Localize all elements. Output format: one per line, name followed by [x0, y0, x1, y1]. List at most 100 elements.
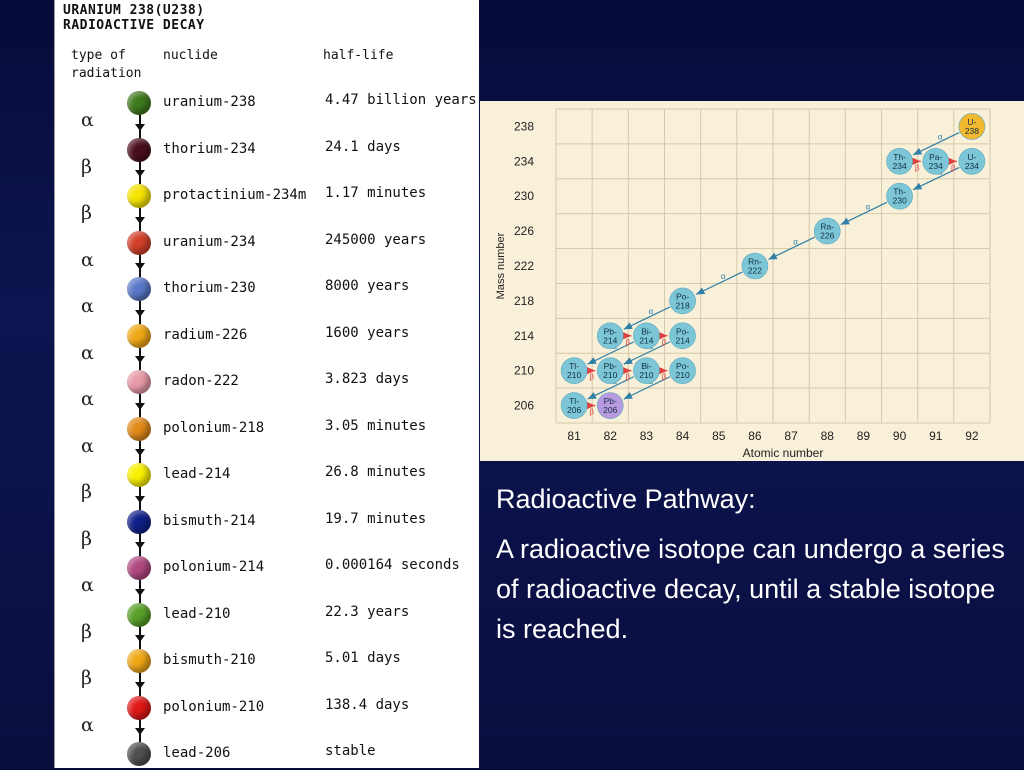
x-tick-label: 88	[821, 429, 835, 443]
y-tick-label: 218	[514, 294, 534, 308]
x-tick-label: 89	[857, 429, 871, 443]
nuclide-name: uranium-234	[163, 233, 256, 250]
alpha-label: α	[721, 272, 726, 281]
table-row: thorium-230 8000 years	[55, 275, 480, 305]
y-tick-label: 206	[514, 399, 534, 413]
table-row: polonium-210 138.4 days	[55, 694, 480, 724]
x-tick-label: 91	[929, 429, 943, 443]
nuclide-point-mass: 206	[603, 405, 617, 415]
half-life-value: 4.47 billion years	[325, 92, 477, 108]
nuclide-point-mass: 214	[675, 335, 689, 345]
x-tick-label: 81	[567, 429, 581, 443]
nuclide-point	[633, 322, 660, 350]
decay-chart: 81 82 83 84 85 86 87 88 89 90 91 92 238 234 230 226 222 2…	[480, 101, 1024, 461]
decay-arrow-icon	[135, 123, 145, 131]
radiation-type: α	[81, 713, 94, 736]
alpha-label: α	[793, 237, 798, 246]
decay-arrow-icon	[135, 449, 145, 456]
nuclide-point-mass: 234	[965, 161, 979, 171]
beta-label: β	[915, 163, 920, 172]
nuclide-name: bismuth-214	[163, 512, 256, 529]
nuclide-point-symbol: Po-	[676, 291, 689, 301]
alpha-decay-arrow	[768, 236, 815, 261]
nuclide-ball-icon	[127, 509, 151, 534]
nuclide-point-symbol: Pb-	[604, 396, 617, 406]
y-tick-label: 238	[514, 119, 534, 133]
beta-label: β	[951, 163, 956, 172]
y-tick-label: 234	[514, 154, 534, 168]
decay-arrow-icon	[135, 170, 145, 177]
nuclide-point	[669, 287, 696, 315]
header-half-life: half-life	[323, 48, 394, 63]
alpha-decay-arrow	[623, 376, 671, 400]
y-tick-label: 214	[514, 329, 534, 343]
y-tick-label: 222	[514, 259, 534, 273]
nuclide-ball-icon	[127, 370, 151, 394]
radiation-type: β	[81, 481, 92, 503]
decay-arrow-icon	[135, 681, 145, 689]
nuclide-ball-icon	[127, 463, 151, 487]
nuclide-name: lead-206	[163, 745, 231, 761]
nuclide-point-symbol: Tl-	[569, 396, 579, 406]
nuclide-point-mass: 238	[965, 126, 979, 136]
nuclide-point-mass: 226	[820, 231, 834, 241]
decay-table: URANIUM 238(U238) RADIOACTIVE DECAY type…	[54, 0, 479, 768]
half-life-value: 0.000164 seconds	[325, 557, 460, 573]
nuclide-ball-icon	[127, 649, 151, 673]
nuclide-point	[596, 392, 624, 419]
nuclide-point	[669, 357, 696, 384]
half-life-value: 3.05 minutes	[325, 417, 427, 434]
beta-label: β	[662, 338, 667, 347]
half-life-value: 24.1 days	[325, 138, 401, 155]
nuclide-ball-icon	[127, 91, 151, 115]
nuclide-name: bismuth-210	[163, 652, 256, 668]
decay-arrow-icon	[135, 635, 145, 642]
nuclide-point-mass: 234	[892, 161, 906, 171]
nuclide-point	[741, 252, 769, 280]
alpha-decay-arrow	[587, 341, 635, 365]
radiation-type: α	[81, 388, 94, 410]
nuclide-point-symbol: U-	[967, 152, 976, 162]
nuclide-ball-icon	[127, 742, 151, 766]
beta-label: β	[662, 373, 667, 382]
nuclide-point-mass: 222	[748, 266, 762, 276]
caption-heading: Radioactive Pathway:	[496, 484, 756, 514]
nuclide-point-mass: 214	[639, 335, 653, 345]
beta-label: β	[589, 373, 594, 382]
half-life-value: 245000 years	[325, 231, 427, 248]
table-row: polonium-218 3.05 minutes	[55, 415, 480, 445]
nuclide-name: protactinium-234m	[163, 187, 307, 203]
x-tick-label: 84	[676, 429, 690, 443]
header-nuclide: nuclide	[163, 48, 218, 63]
nuclide-point	[669, 322, 696, 350]
nuclide-point-mass: 214	[603, 335, 617, 345]
alpha-decay-arrow	[587, 376, 635, 400]
header-type: type of radiation	[71, 47, 141, 83]
radiation-type: α	[81, 248, 94, 271]
decay-chart-svg: 81 82 83 84 85 86 87 88 89 90 91 92 238 234 230 226 222 2…	[495, 108, 991, 460]
nuclide-point-mass: 210	[675, 370, 689, 380]
table-row: lead-214 26.8 minutes	[55, 461, 480, 491]
nuclide-point-mass: 218	[675, 300, 689, 310]
nuclide-point	[596, 357, 624, 384]
decay-arrow-icon	[135, 309, 145, 317]
y-tick-label: 210	[514, 364, 534, 378]
nuclide-point	[886, 182, 913, 210]
radiation-type: α	[81, 434, 94, 457]
table-row: bismuth-210 5.01 days	[55, 647, 480, 677]
nuclide-point-symbol: Rn-	[748, 257, 762, 267]
nuclide-point	[886, 148, 913, 175]
nuclide-ball-icon	[127, 137, 151, 162]
nuclide-point	[922, 148, 950, 175]
table-row: polonium-214 0.000164 seconds	[55, 554, 480, 584]
y-tick-label: 226	[514, 224, 534, 238]
nuclide-name: polonium-214	[163, 559, 265, 575]
alpha-decay-arrow	[840, 201, 888, 226]
decay-arrow-icon	[135, 263, 145, 270]
alpha-decay-arrow	[695, 271, 743, 295]
radiation-type: β	[81, 527, 92, 550]
radiation-type: β	[81, 667, 92, 689]
nuclide-name: thorium-234	[163, 140, 256, 157]
nuclide-point-mass: 210	[603, 370, 617, 380]
half-life-value: 26.8 minutes	[325, 464, 427, 480]
